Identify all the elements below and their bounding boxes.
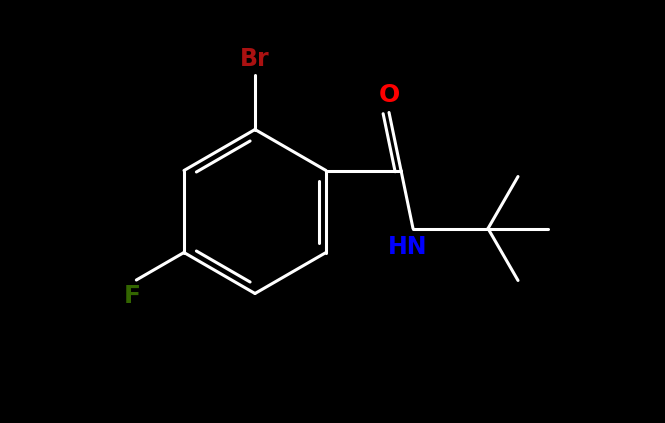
Text: HN: HN bbox=[388, 234, 428, 258]
Text: F: F bbox=[124, 284, 141, 308]
Text: O: O bbox=[378, 82, 400, 107]
Text: Br: Br bbox=[240, 47, 270, 71]
